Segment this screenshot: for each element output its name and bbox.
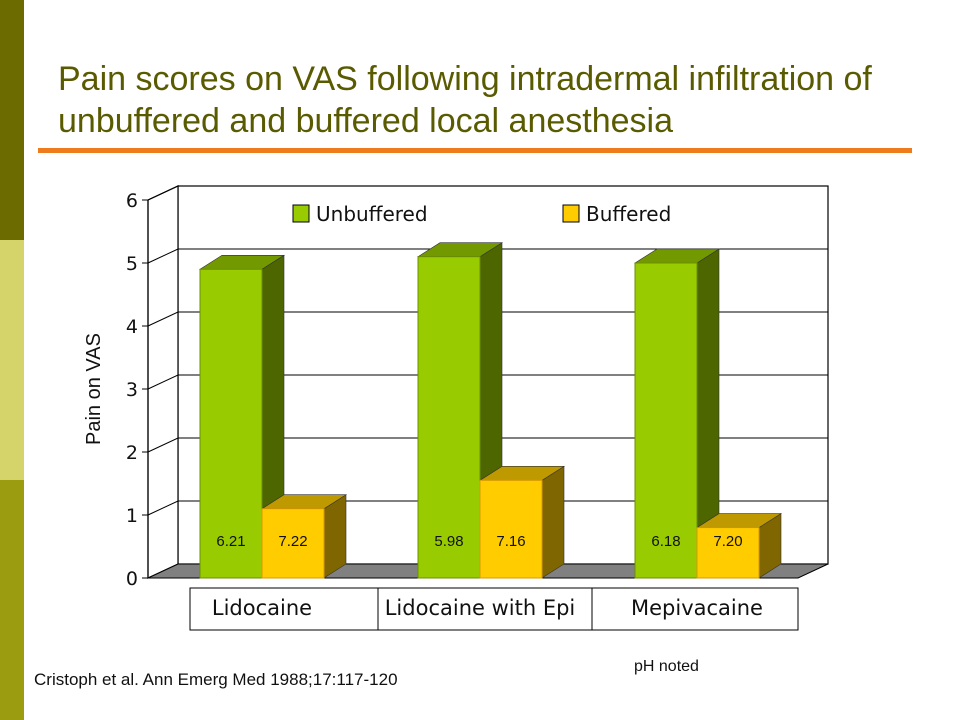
bar-side-buffered (323, 494, 347, 579)
bar-data-label: 7.22 (278, 533, 307, 550)
x-category-label: Mepivacaine (631, 596, 763, 620)
gridline (147, 437, 828, 453)
y-tick-label: 4 (126, 316, 138, 338)
category-axis-box (189, 587, 799, 631)
ph-note: pH noted (634, 658, 699, 675)
bar-data-label: 6.18 (651, 533, 680, 550)
bar-unbuffered (417, 256, 481, 579)
bar-data-label: 7.16 (496, 533, 525, 550)
bar-data-label: 6.21 (216, 533, 245, 550)
gridline (147, 185, 828, 201)
gridline (147, 374, 828, 390)
y-tick-label: 6 (126, 190, 138, 212)
title-underline (38, 148, 912, 153)
y-tick-label: 0 (126, 568, 138, 590)
decorative-side-bar-bottom (0, 480, 24, 720)
bar-buffered (261, 508, 325, 579)
y-tick-label: 5 (126, 253, 138, 275)
legend-swatch-buffered (562, 204, 580, 223)
legend-swatch-unbuffered (292, 204, 310, 223)
legend-label: Buffered (586, 202, 671, 226)
bar-data-label: 5.98 (434, 533, 463, 550)
y-tick-label: 3 (126, 379, 138, 401)
gridline (147, 248, 828, 264)
gridline (147, 311, 828, 327)
slide-title: Pain scores on VAS following intradermal… (58, 60, 872, 140)
y-tick-label: 2 (126, 442, 138, 464)
legend-label: Unbuffered (316, 202, 428, 226)
citation: Cristoph et al. Ann Emerg Med 1988;17:11… (34, 670, 398, 689)
x-category-label: Lidocaine (212, 596, 312, 620)
x-category-label: Lidocaine with Epi (385, 596, 576, 620)
bar-unbuffered (199, 268, 263, 579)
bar-buffered (696, 527, 760, 579)
decorative-side-bar-top (0, 0, 24, 240)
decorative-side-bar-middle (0, 240, 24, 480)
y-axis-label: Pain on VAS (83, 333, 105, 445)
bar-side-buffered (541, 465, 565, 579)
bar-data-label: 7.20 (713, 533, 742, 550)
gridline (147, 500, 828, 516)
bar-unbuffered (634, 262, 698, 579)
y-tick-label: 1 (126, 505, 138, 527)
bar-buffered (479, 479, 543, 579)
